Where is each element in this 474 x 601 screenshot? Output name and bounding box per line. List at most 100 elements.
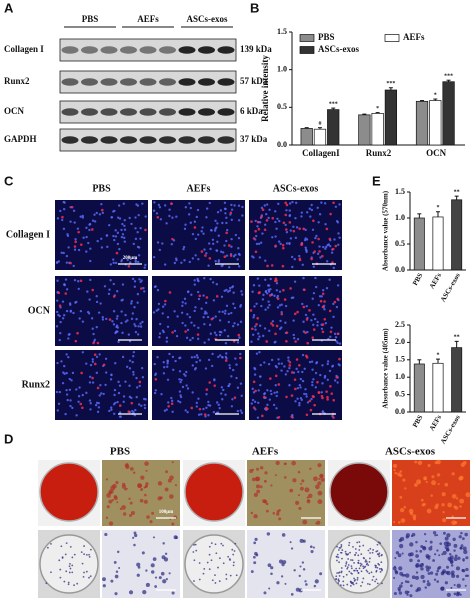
deposit xyxy=(356,578,359,581)
nucleus xyxy=(200,307,203,310)
nucleus xyxy=(91,219,95,222)
deposit xyxy=(276,581,280,585)
column-label: AEFs xyxy=(187,183,211,194)
nucleus xyxy=(77,248,81,252)
nucleus xyxy=(163,204,167,207)
nodule xyxy=(459,505,462,508)
blot-band xyxy=(61,46,79,54)
well xyxy=(329,462,389,522)
significance: ** xyxy=(454,190,460,196)
nucleus xyxy=(338,236,341,239)
nucleus xyxy=(131,409,134,413)
stain xyxy=(317,237,320,241)
deposit xyxy=(436,549,439,552)
nucleus xyxy=(69,399,72,402)
stain xyxy=(274,332,277,336)
stain xyxy=(303,288,306,292)
nucleus xyxy=(173,329,177,333)
stain xyxy=(57,291,61,295)
deposit xyxy=(338,546,341,549)
deposit xyxy=(381,553,383,556)
nucleus xyxy=(71,406,74,410)
deposit xyxy=(419,549,423,553)
deposit xyxy=(427,572,431,575)
nucleus xyxy=(301,370,304,374)
nodule xyxy=(416,479,422,485)
nucleus xyxy=(271,236,274,239)
nucleus xyxy=(224,393,227,396)
deposit xyxy=(457,556,461,560)
nucleus xyxy=(294,216,297,220)
nucleus xyxy=(191,364,194,367)
deposit xyxy=(417,559,421,563)
nucleus xyxy=(227,384,230,388)
nucleus xyxy=(116,326,120,329)
nodule xyxy=(397,472,401,477)
nucleus xyxy=(311,297,314,300)
deposit xyxy=(361,581,364,584)
nucleus xyxy=(64,278,68,281)
nucleus xyxy=(309,215,312,218)
deposit xyxy=(68,571,71,574)
deposit xyxy=(377,541,380,544)
nucleus xyxy=(324,223,327,226)
nodule xyxy=(300,482,303,485)
nucleus xyxy=(121,331,124,335)
stain xyxy=(271,216,275,220)
nucleus xyxy=(193,355,196,359)
nodule xyxy=(105,516,109,520)
nucleus xyxy=(305,395,308,398)
stain xyxy=(326,398,329,401)
nucleus xyxy=(168,208,171,211)
deposit xyxy=(118,566,121,569)
nodule xyxy=(169,494,174,499)
stain xyxy=(254,250,258,254)
bar xyxy=(432,362,444,413)
nodule xyxy=(304,487,310,493)
deposit xyxy=(425,540,428,543)
deposit xyxy=(233,550,236,552)
nodule xyxy=(291,460,296,466)
nucleus xyxy=(216,240,219,244)
stain xyxy=(93,353,97,357)
nucleus xyxy=(109,279,112,282)
nucleus xyxy=(196,337,200,341)
blot-band xyxy=(139,46,157,54)
deposit xyxy=(171,591,175,595)
nucleus xyxy=(218,333,222,337)
deposit xyxy=(358,541,361,543)
nucleus xyxy=(88,298,91,301)
nucleus xyxy=(89,247,92,250)
nucleus xyxy=(118,384,122,387)
deposit xyxy=(341,557,343,560)
nodule xyxy=(139,498,144,503)
nucleus xyxy=(207,358,211,362)
nucleus xyxy=(81,393,84,397)
deposit xyxy=(369,552,371,554)
deposit xyxy=(253,561,257,565)
x-tick-label: Runx2 xyxy=(366,148,392,158)
nucleus xyxy=(58,314,61,318)
nucleus xyxy=(113,412,116,415)
significance: *** xyxy=(329,101,338,107)
deposit xyxy=(289,541,292,544)
deposit xyxy=(340,571,343,574)
deposit xyxy=(455,592,460,597)
stain xyxy=(156,216,160,219)
nucleus xyxy=(114,229,117,232)
nodule xyxy=(145,469,148,472)
nucleus xyxy=(263,361,266,364)
nucleus xyxy=(269,288,272,291)
deposit xyxy=(358,545,361,548)
nodule xyxy=(265,509,269,513)
nucleus xyxy=(165,340,168,343)
nucleus xyxy=(257,242,261,246)
group-label: ASCs-exos xyxy=(186,14,227,24)
nucleus xyxy=(180,311,184,314)
nucleus xyxy=(323,202,327,205)
nucleus xyxy=(255,242,259,246)
nucleus xyxy=(60,251,63,254)
nodule xyxy=(253,492,259,498)
stain xyxy=(208,257,212,260)
nucleus xyxy=(178,390,182,393)
